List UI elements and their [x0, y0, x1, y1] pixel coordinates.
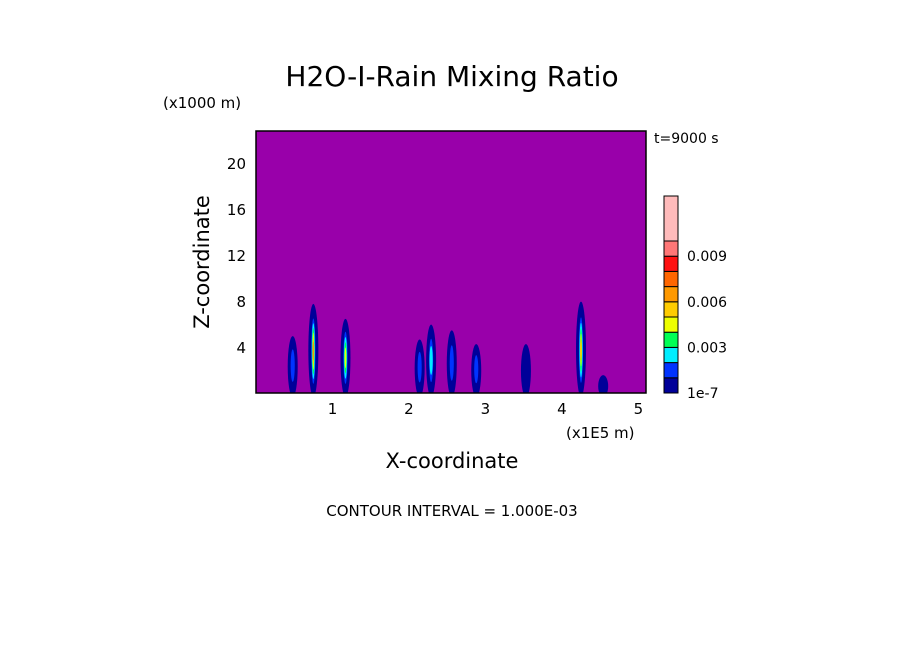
x-tick-label: 3	[481, 400, 491, 418]
contour-interval-note: CONTOUR INTERVAL = 1.000E-03	[326, 502, 577, 520]
y-tick-label: 4	[236, 339, 246, 357]
colorbar-swatch	[663, 255, 679, 272]
y-axis-label: Z-coordinate	[190, 195, 214, 329]
plot-frame	[255, 130, 647, 394]
colorbar-swatch	[663, 286, 679, 303]
y-unit-label: (x1000 m)	[163, 94, 241, 112]
time-label: t=9000 s	[654, 131, 719, 147]
rain-cell	[426, 324, 437, 393]
rain-cell	[340, 318, 351, 393]
contour-level-5	[580, 339, 582, 361]
colorbar-swatch	[663, 362, 679, 379]
rain-cell	[576, 301, 586, 393]
contour-level-1	[449, 345, 454, 381]
colorbar-swatch	[663, 346, 679, 364]
rain-cell	[287, 336, 298, 393]
y-tick-labels: 4 8 12 16 20	[227, 155, 246, 357]
colorbar-tick-label: 0.006	[687, 295, 727, 311]
x-tick-label: 2	[404, 400, 414, 418]
colorbar-swatch	[663, 195, 679, 242]
colorbar: 1e-7 0.003 0.006 0.009	[663, 195, 727, 402]
x-axis-label: X-coordinate	[386, 449, 519, 473]
contour-level-1	[417, 351, 422, 383]
contour-level-1	[474, 355, 479, 384]
colorbar-tick-label: 1e-7	[687, 386, 718, 402]
colorbar-swatch	[663, 301, 679, 318]
rain-cell	[471, 344, 482, 393]
x-tick-label: 5	[634, 400, 644, 418]
contour-level-4	[344, 347, 347, 369]
x-tick-label: 4	[557, 400, 567, 418]
rain-cell	[414, 339, 425, 393]
colorbar-tick-label: 0.003	[687, 340, 727, 356]
y-tick-label: 12	[227, 247, 246, 265]
plot-area	[255, 130, 647, 394]
y-tick-label: 20	[227, 155, 246, 173]
contour-level-6	[312, 341, 315, 361]
colorbar-swatch	[663, 316, 679, 333]
contour-level-0	[520, 344, 531, 393]
x-unit-label: (x1E5 m)	[566, 424, 635, 442]
colorbar-swatch	[663, 377, 679, 394]
y-tick-label: 16	[227, 201, 246, 219]
rain-cell	[446, 330, 457, 393]
rain-cell	[598, 375, 609, 393]
rain-cell	[308, 303, 319, 393]
colorbar-swatch	[663, 240, 679, 257]
colorbar-swatch	[663, 331, 679, 348]
y-tick-label: 8	[236, 293, 246, 311]
x-tick-labels: 1 2 3 4 5	[328, 400, 643, 418]
x-tick-label: 1	[328, 400, 338, 418]
colorbar-swatch	[663, 270, 679, 288]
contour-level-0	[598, 375, 609, 393]
colorbar-tick-label: 0.009	[687, 249, 727, 265]
rain-cell	[520, 344, 531, 393]
contour-level-2	[429, 345, 433, 375]
chart-title: H2O-I-Rain Mixing Ratio	[285, 60, 618, 93]
cells-group	[287, 301, 609, 393]
contour-level-1	[290, 349, 295, 382]
